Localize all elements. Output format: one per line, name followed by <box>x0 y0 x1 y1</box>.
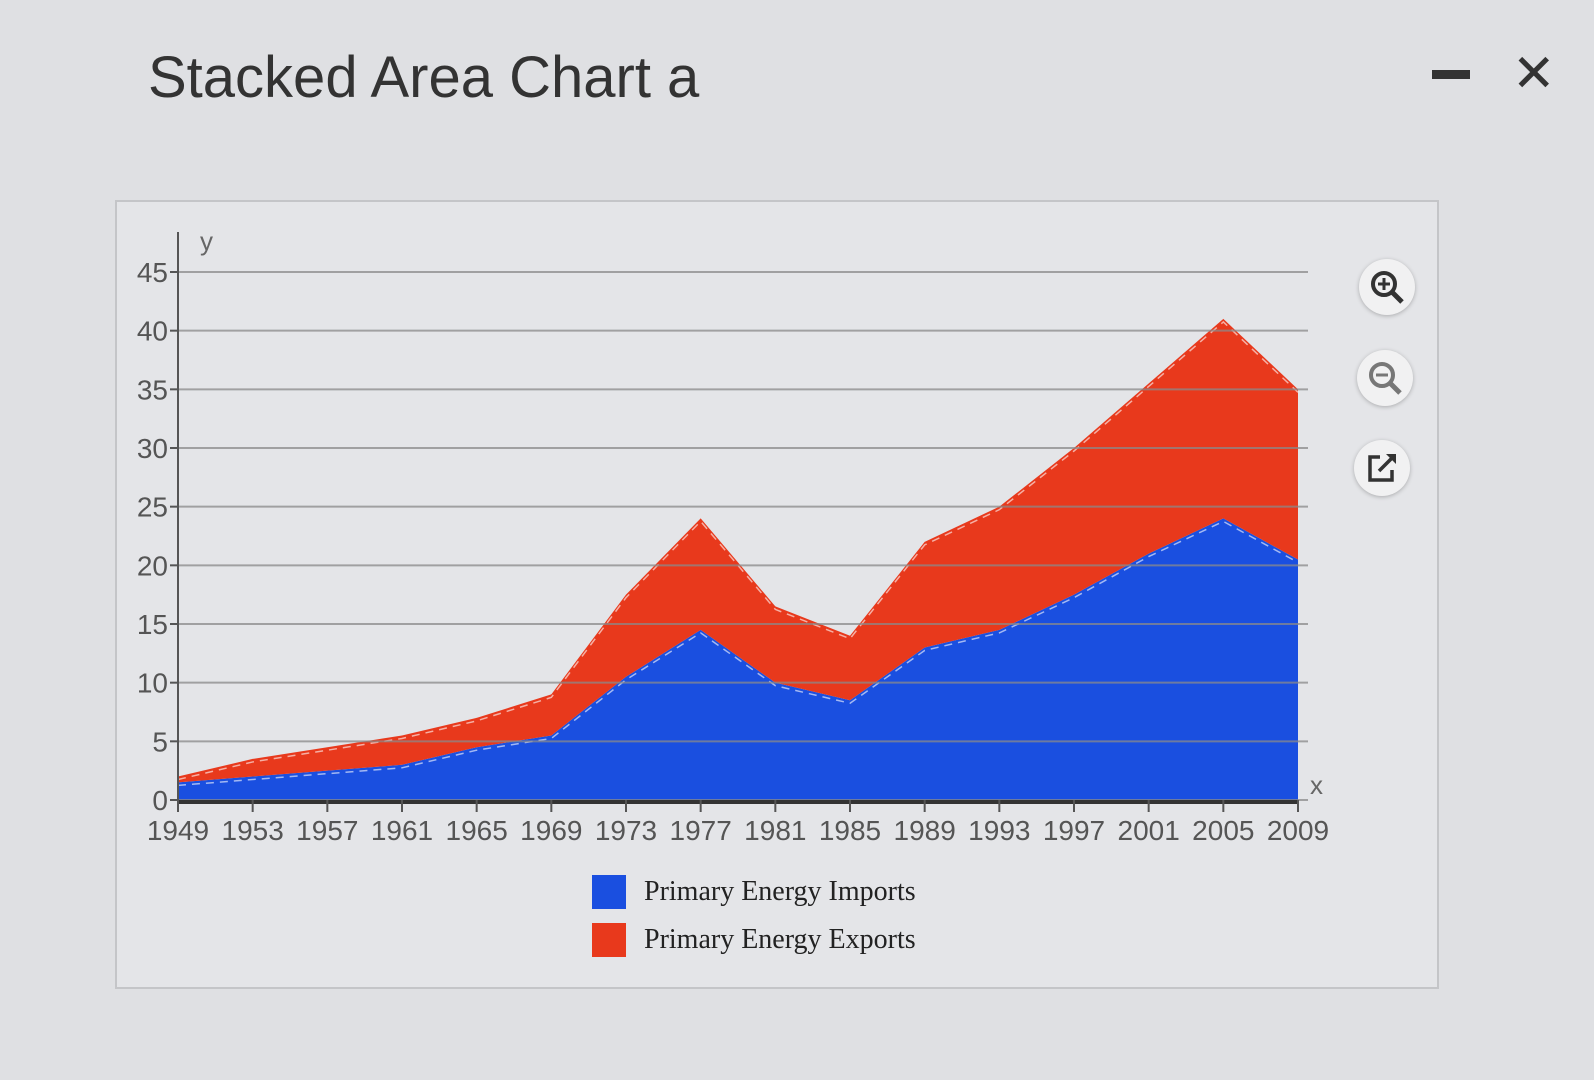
chart-legend: Primary Energy Imports Primary Energy Ex… <box>592 868 916 964</box>
y-tick-label: 5 <box>152 726 168 757</box>
x-tick-label: 1949 <box>147 815 209 846</box>
x-tick-label: 1961 <box>371 815 433 846</box>
x-tick-label: 1989 <box>894 815 956 846</box>
zoom-out-icon <box>1369 362 1402 395</box>
y-tick-label: 30 <box>137 433 168 464</box>
y-tick-label: 20 <box>137 550 168 581</box>
y-tick-label: 40 <box>137 316 168 347</box>
legend-label-exports: Primary Energy Exports <box>644 924 916 955</box>
x-tick-label: 1985 <box>819 815 881 846</box>
x-tick-label: 1977 <box>670 815 732 846</box>
series-line-0 <box>177 520 1299 787</box>
y-tick-label: 15 <box>137 609 168 640</box>
x-tick-label: 2009 <box>1267 815 1329 846</box>
y-tick-label: 0 <box>152 785 168 816</box>
window-title: Stacked Area Chart a <box>148 45 700 110</box>
x-tick-label: 1993 <box>968 815 1030 846</box>
x-tick-label: 1981 <box>744 815 806 846</box>
close-icon: ✕ <box>1512 45 1556 103</box>
x-tick-label: 2001 <box>1118 815 1180 846</box>
x-tick-label: 1953 <box>222 815 284 846</box>
x-tick-label: 2005 <box>1192 815 1254 846</box>
minimize-button[interactable] <box>1432 70 1470 79</box>
legend-item-imports[interactable]: Primary Energy Imports <box>592 868 916 916</box>
y-tick-label: 25 <box>137 492 168 523</box>
export-button[interactable] <box>1354 440 1410 496</box>
legend-swatch-exports <box>592 923 626 957</box>
close-button[interactable]: ✕ <box>1512 48 1556 100</box>
zoom-in-icon <box>1371 271 1404 304</box>
y-tick-label: 45 <box>137 257 168 288</box>
x-axis-label: x <box>1310 770 1323 800</box>
x-tick-label: 1957 <box>296 815 358 846</box>
legend-item-exports[interactable]: Primary Energy Exports <box>592 916 916 964</box>
zoom-out-button[interactable] <box>1357 350 1413 406</box>
y-tick-label: 10 <box>137 668 168 699</box>
x-tick-label: 1997 <box>1043 815 1105 846</box>
x-tick-label: 1969 <box>520 815 582 846</box>
legend-swatch-imports <box>592 875 626 909</box>
zoom-in-button[interactable] <box>1359 259 1415 315</box>
x-tick-label: 1973 <box>595 815 657 846</box>
y-axis-label: y <box>200 226 213 256</box>
legend-label-imports: Primary Energy Imports <box>644 876 916 907</box>
y-tick-label: 35 <box>137 374 168 405</box>
external-link-icon <box>1368 454 1396 482</box>
x-tick-label: 1965 <box>446 815 508 846</box>
area-series-1 <box>178 318 1298 783</box>
